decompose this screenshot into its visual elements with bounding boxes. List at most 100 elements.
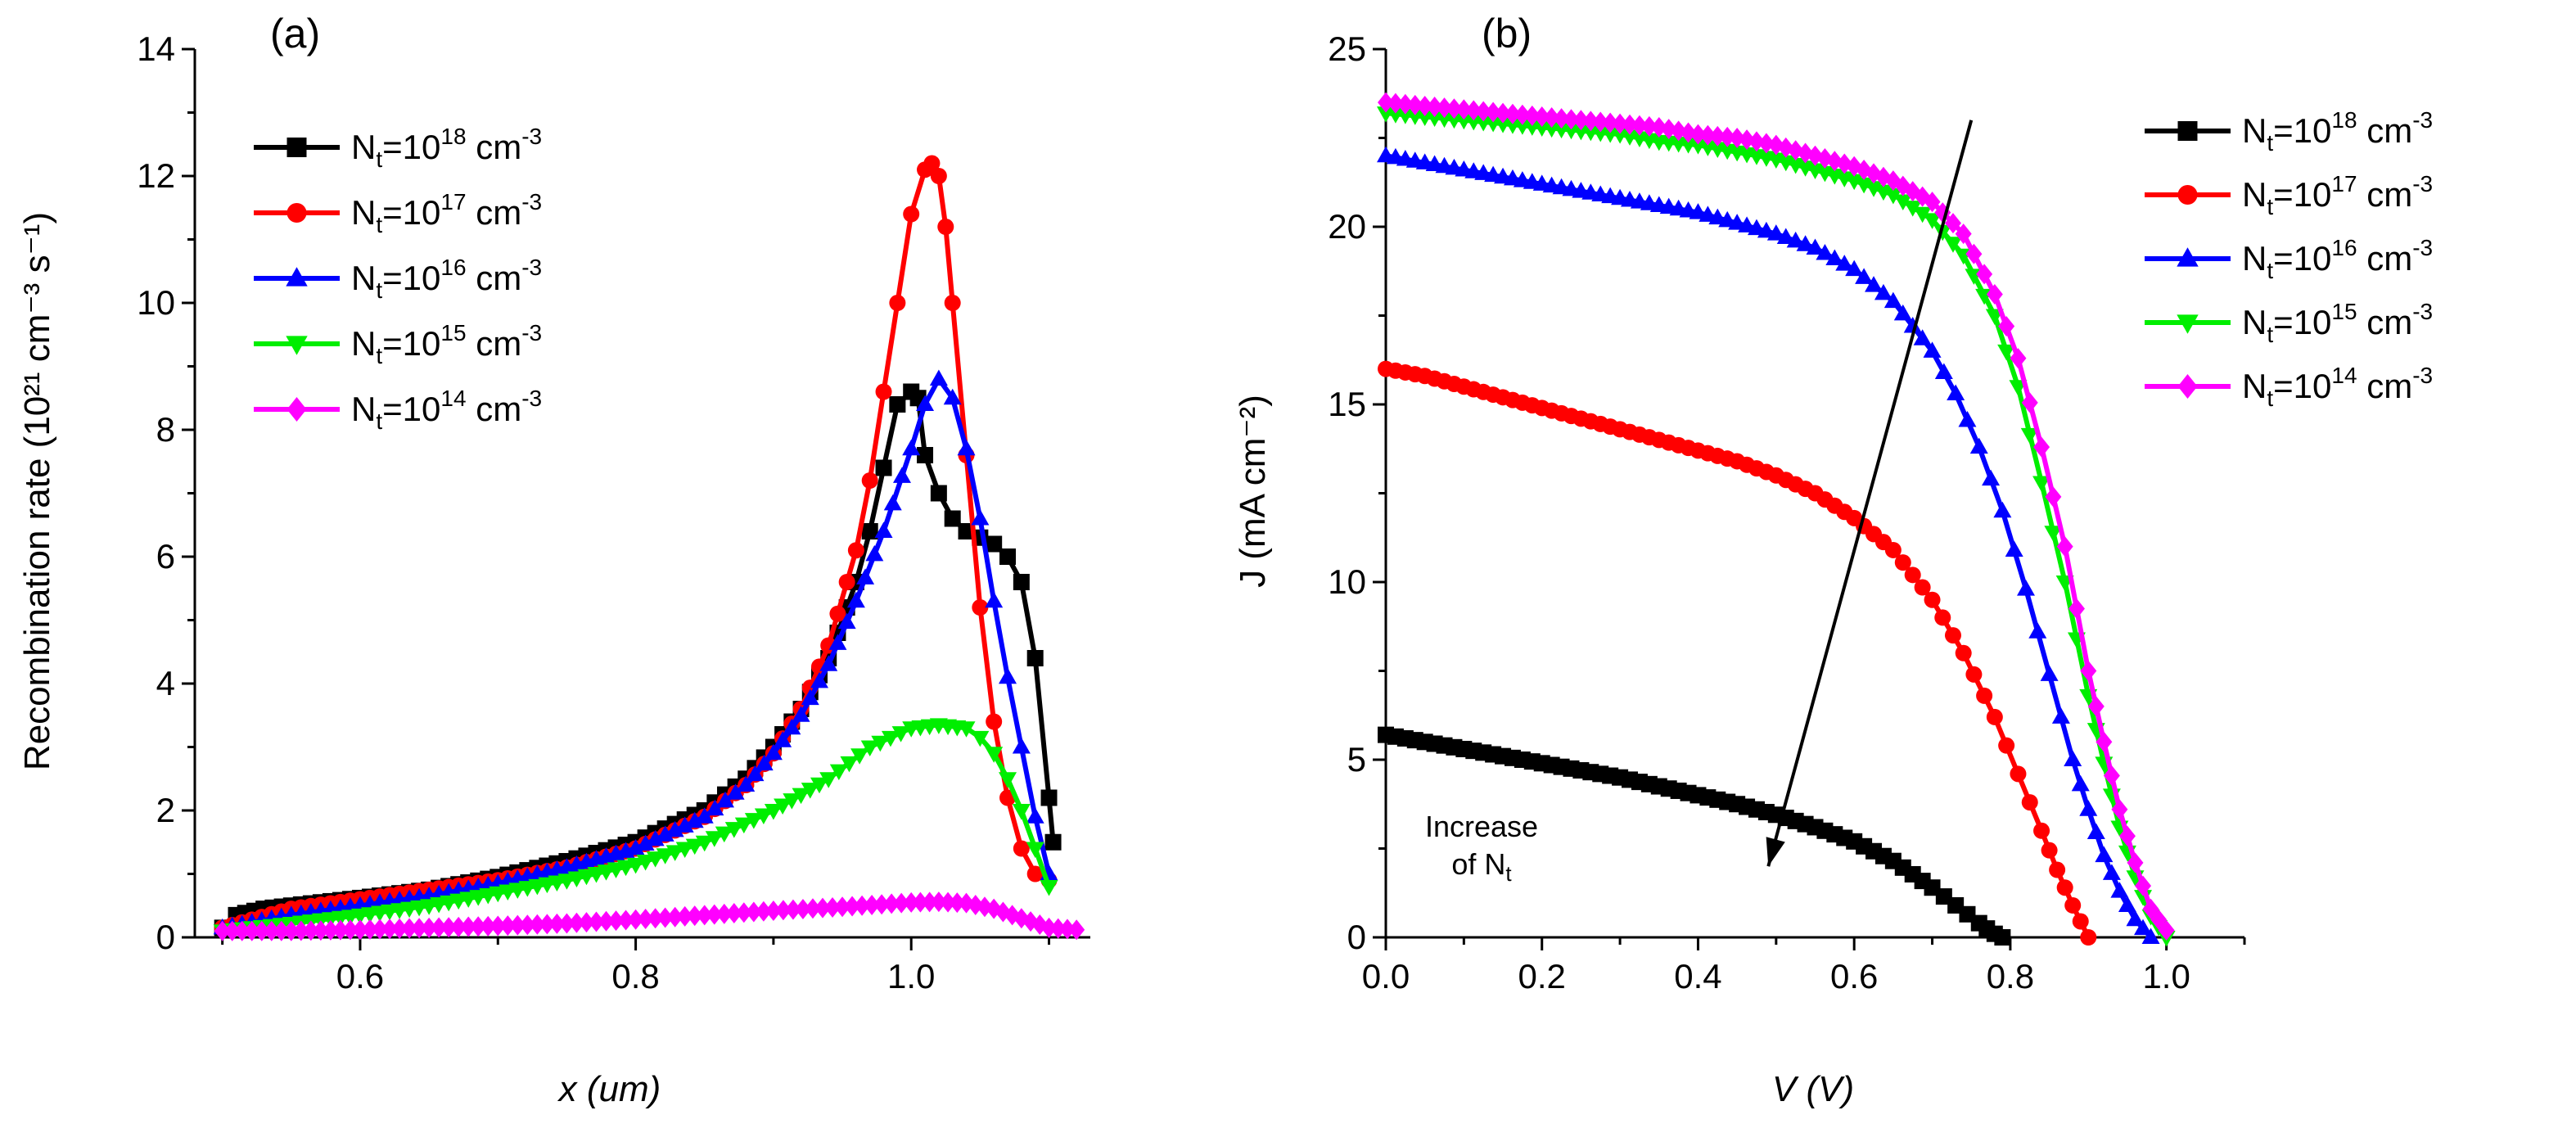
legend-label: Nt=1014 cm-3 xyxy=(2242,363,2433,411)
data-point xyxy=(840,756,859,773)
data-point xyxy=(706,904,723,925)
data-point xyxy=(1845,260,1864,277)
legend-label-part: t xyxy=(2267,386,2273,411)
data-point xyxy=(930,168,947,184)
annotation-line2-base: of N xyxy=(1451,847,1505,881)
data-point xyxy=(1040,917,1058,938)
panel-b-xtick-label: 0.0 xyxy=(1362,957,1410,995)
data-point xyxy=(883,893,900,914)
data-point xyxy=(819,772,838,788)
data-point xyxy=(2041,842,2058,859)
legend-label: Nt=1016 cm-3 xyxy=(2242,235,2433,283)
data-point xyxy=(846,591,865,608)
data-point xyxy=(873,894,891,915)
panel-b-legend-entry: Nt=1015 cm-3 xyxy=(2145,299,2433,347)
data-point xyxy=(764,743,783,761)
legend-label-part: =10 xyxy=(382,259,440,297)
panel-b-xlabel: V (V) xyxy=(1772,1069,1854,1109)
data-point xyxy=(1514,104,1531,125)
data-point xyxy=(1998,316,2015,337)
data-point xyxy=(489,915,507,937)
data-point xyxy=(1049,918,1067,939)
legend-label-part: =10 xyxy=(382,128,440,166)
panel-b-series-4 xyxy=(1378,92,2175,941)
data-point xyxy=(715,826,733,843)
data-point xyxy=(829,764,848,781)
legend-label: Nt=1018 cm-3 xyxy=(351,124,542,172)
legend-label-part: =10 xyxy=(382,193,440,232)
data-point xyxy=(903,892,920,913)
panel-a-label: (a) xyxy=(270,11,320,56)
legend-label-part: 17 xyxy=(440,189,466,214)
data-point xyxy=(854,895,871,916)
data-point xyxy=(774,900,792,921)
data-point xyxy=(1816,244,1834,260)
legend-label: Nt=1014 cm-3 xyxy=(351,386,542,434)
data-point xyxy=(1986,708,2003,725)
data-point xyxy=(627,909,644,930)
panel-a-ytick-label: 8 xyxy=(156,410,175,449)
data-point xyxy=(764,804,783,820)
data-point xyxy=(1026,842,1044,858)
data-point xyxy=(548,913,566,934)
data-point xyxy=(1396,93,1414,115)
data-point xyxy=(921,892,938,913)
data-point xyxy=(1044,833,1062,851)
legend-label-part: =10 xyxy=(382,324,440,363)
panel-b-label: (b) xyxy=(1482,11,1532,56)
legend-label-part: 15 xyxy=(2331,299,2357,324)
data-point xyxy=(1446,98,1463,120)
data-point xyxy=(1776,228,1795,245)
data-point xyxy=(755,754,774,771)
legend-label-part: N xyxy=(2242,111,2267,150)
data-point xyxy=(1998,737,2015,754)
panel-a-xlabel-text: x (um) xyxy=(557,1069,661,1109)
data-point xyxy=(889,396,906,413)
panel-a-ytick-label: 14 xyxy=(137,29,175,68)
data-point xyxy=(646,851,665,868)
data-point xyxy=(1903,201,1922,217)
legend-label-part: cm xyxy=(467,324,522,363)
legend-label-part: -3 xyxy=(521,124,542,149)
data-point xyxy=(1612,113,1629,134)
data-point xyxy=(837,612,856,630)
data-point xyxy=(943,388,962,405)
data-point xyxy=(666,906,683,928)
legend-label: Nt=1016 cm-3 xyxy=(351,255,542,303)
data-point xyxy=(801,783,819,799)
data-point xyxy=(1855,268,1874,284)
data-point xyxy=(1708,208,1727,225)
legend-label-part: -3 xyxy=(521,189,542,214)
legend-label-part: t xyxy=(376,147,382,172)
data-point xyxy=(930,485,947,502)
data-point xyxy=(2118,825,2136,846)
legend-label-part: N xyxy=(2242,367,2267,405)
data-point xyxy=(519,914,536,936)
data-point xyxy=(2020,427,2039,445)
data-point xyxy=(2072,913,2089,930)
data-point xyxy=(856,568,875,585)
data-point xyxy=(588,911,605,932)
data-point xyxy=(2080,661,2097,681)
legend-label-part: cm xyxy=(467,193,522,232)
data-point xyxy=(2064,896,2082,914)
data-point xyxy=(2021,794,2038,811)
data-point xyxy=(646,829,665,846)
data-point xyxy=(391,918,408,939)
data-point xyxy=(2005,540,2023,557)
data-point xyxy=(361,919,378,940)
panel-a-ytick-label: 0 xyxy=(156,918,175,956)
data-point xyxy=(1924,192,1941,213)
panel-b-xtick-label: 1.0 xyxy=(2142,957,2190,995)
data-point xyxy=(2064,750,2082,766)
legend-label-part: -3 xyxy=(2412,363,2433,388)
panel-b-legend-entry: Nt=1014 cm-3 xyxy=(2145,363,2433,411)
panel-b-legend-entry: Nt=1018 cm-3 xyxy=(2145,107,2433,156)
data-point xyxy=(2033,436,2050,458)
data-point xyxy=(1738,216,1757,232)
data-point xyxy=(480,915,497,937)
data-point xyxy=(1040,789,1058,806)
annotation-line2: of Nt xyxy=(1451,847,1512,886)
data-point xyxy=(2028,622,2047,639)
data-point xyxy=(1622,114,1639,135)
